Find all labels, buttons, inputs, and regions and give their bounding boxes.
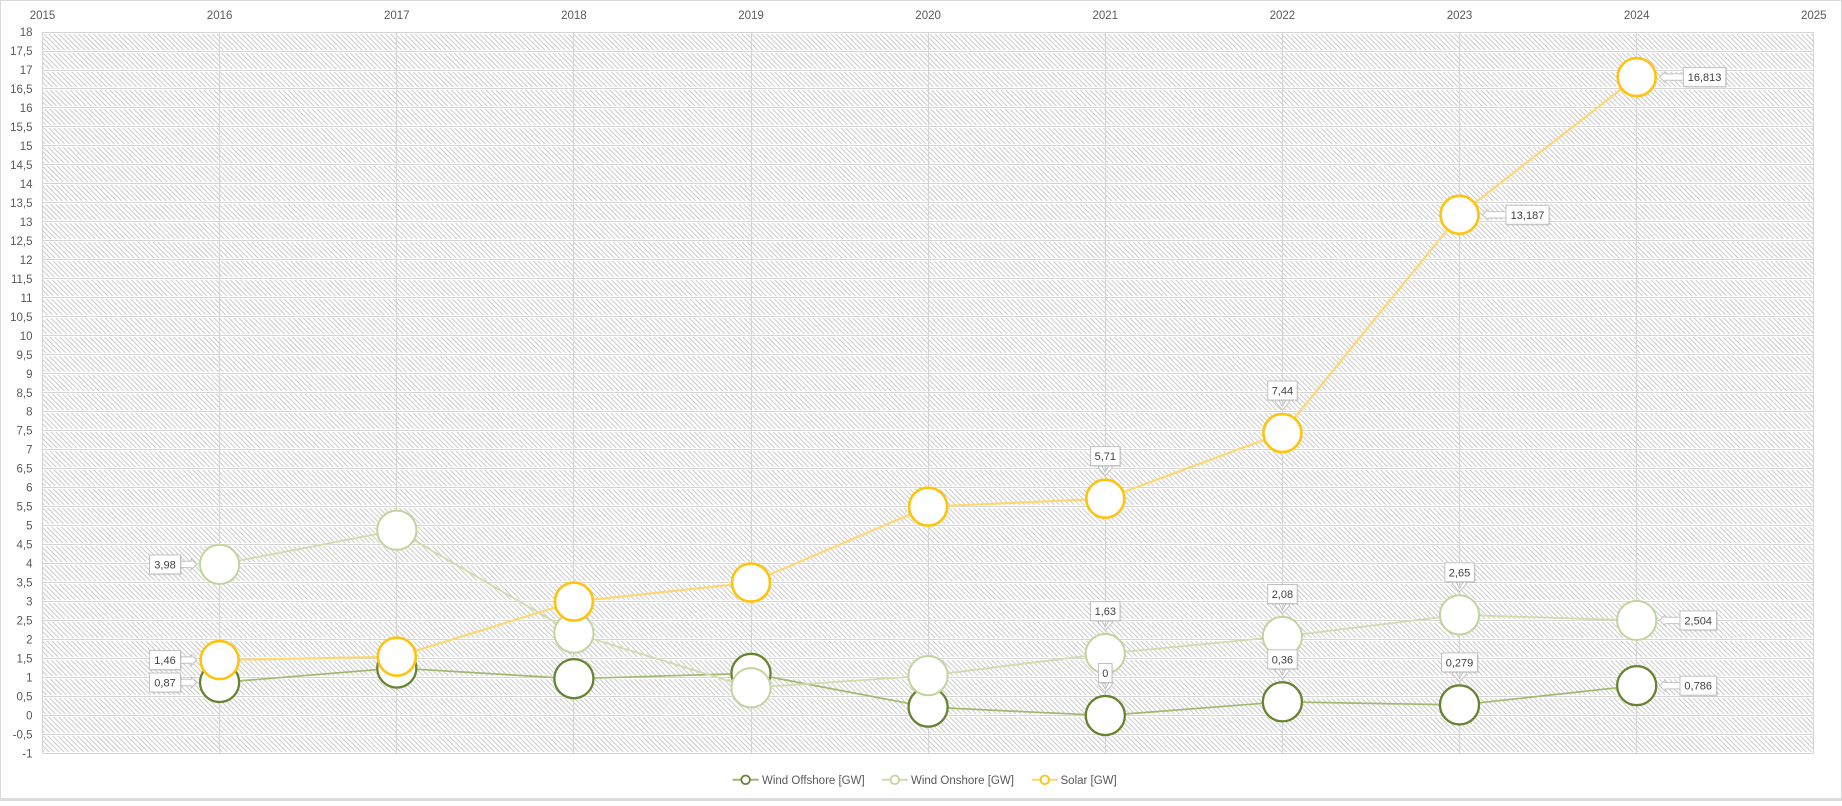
svg-text:8: 8 bbox=[26, 407, 32, 419]
svg-text:0,5: 0,5 bbox=[17, 692, 33, 704]
svg-text:3,5: 3,5 bbox=[17, 578, 33, 590]
svg-text:7,5: 7,5 bbox=[17, 426, 33, 438]
svg-text:12,5: 12,5 bbox=[10, 236, 32, 248]
svg-text:0: 0 bbox=[1102, 668, 1108, 680]
svg-text:1,5: 1,5 bbox=[17, 654, 33, 666]
svg-text:2018: 2018 bbox=[561, 10, 587, 22]
svg-text:13: 13 bbox=[20, 217, 33, 229]
svg-text:13,187: 13,187 bbox=[1511, 210, 1545, 222]
svg-text:1,46: 1,46 bbox=[154, 655, 175, 667]
svg-text:8,5: 8,5 bbox=[17, 388, 33, 400]
svg-text:15: 15 bbox=[20, 141, 33, 153]
svg-text:Wind Onshore [GW]: Wind Onshore [GW] bbox=[911, 775, 1014, 787]
svg-text:5,5: 5,5 bbox=[17, 502, 33, 514]
svg-text:5: 5 bbox=[26, 521, 32, 533]
svg-text:2020: 2020 bbox=[915, 10, 941, 22]
svg-text:16,5: 16,5 bbox=[10, 84, 32, 96]
svg-text:3,98: 3,98 bbox=[154, 559, 175, 571]
svg-text:-0,5: -0,5 bbox=[13, 729, 33, 741]
svg-text:-1: -1 bbox=[22, 748, 32, 760]
svg-text:11: 11 bbox=[21, 293, 33, 305]
svg-text:3: 3 bbox=[26, 597, 32, 609]
svg-text:14,5: 14,5 bbox=[10, 160, 32, 172]
svg-text:2,65: 2,65 bbox=[1449, 567, 1470, 579]
svg-text:11,5: 11,5 bbox=[11, 274, 33, 286]
svg-text:2017: 2017 bbox=[384, 10, 410, 22]
svg-text:6: 6 bbox=[26, 483, 32, 495]
svg-text:Solar [GW]: Solar [GW] bbox=[1061, 775, 1117, 787]
svg-text:14: 14 bbox=[20, 179, 33, 191]
svg-text:5,71: 5,71 bbox=[1095, 451, 1116, 463]
svg-text:17: 17 bbox=[20, 65, 33, 77]
svg-text:0,786: 0,786 bbox=[1684, 681, 1712, 693]
svg-text:2,504: 2,504 bbox=[1684, 615, 1712, 627]
svg-text:9: 9 bbox=[26, 369, 32, 381]
svg-text:9,5: 9,5 bbox=[17, 350, 33, 362]
svg-text:2023: 2023 bbox=[1447, 10, 1473, 22]
svg-text:2022: 2022 bbox=[1270, 10, 1296, 22]
svg-text:1: 1 bbox=[26, 673, 32, 685]
svg-text:2019: 2019 bbox=[738, 10, 764, 22]
svg-text:0,279: 0,279 bbox=[1446, 657, 1474, 669]
svg-text:2025: 2025 bbox=[1801, 10, 1827, 22]
svg-text:2: 2 bbox=[26, 635, 32, 647]
svg-text:17,5: 17,5 bbox=[10, 46, 32, 58]
svg-text:15,5: 15,5 bbox=[10, 122, 32, 134]
svg-text:2024: 2024 bbox=[1624, 10, 1650, 22]
svg-text:Wind Offshore [GW]: Wind Offshore [GW] bbox=[762, 775, 865, 787]
svg-text:16,813: 16,813 bbox=[1688, 72, 1722, 84]
svg-text:2021: 2021 bbox=[1093, 10, 1119, 22]
svg-text:2015: 2015 bbox=[30, 10, 56, 22]
svg-text:1,63: 1,63 bbox=[1095, 606, 1116, 618]
svg-text:10,5: 10,5 bbox=[10, 312, 32, 324]
svg-text:0,36: 0,36 bbox=[1272, 654, 1293, 666]
svg-text:0: 0 bbox=[26, 711, 32, 723]
svg-text:2,08: 2,08 bbox=[1272, 589, 1293, 601]
svg-text:10: 10 bbox=[20, 331, 33, 343]
svg-text:13,5: 13,5 bbox=[10, 198, 32, 210]
svg-text:18: 18 bbox=[20, 27, 33, 39]
svg-text:7,44: 7,44 bbox=[1272, 386, 1293, 398]
svg-text:7: 7 bbox=[26, 445, 32, 457]
svg-text:16: 16 bbox=[20, 103, 33, 115]
svg-text:2016: 2016 bbox=[207, 10, 233, 22]
svg-text:12: 12 bbox=[20, 255, 33, 267]
svg-text:2,5: 2,5 bbox=[17, 616, 33, 628]
svg-text:4: 4 bbox=[26, 559, 33, 571]
svg-text:4,5: 4,5 bbox=[17, 540, 33, 552]
svg-text:6,5: 6,5 bbox=[17, 464, 33, 476]
svg-text:0,87: 0,87 bbox=[154, 678, 175, 690]
